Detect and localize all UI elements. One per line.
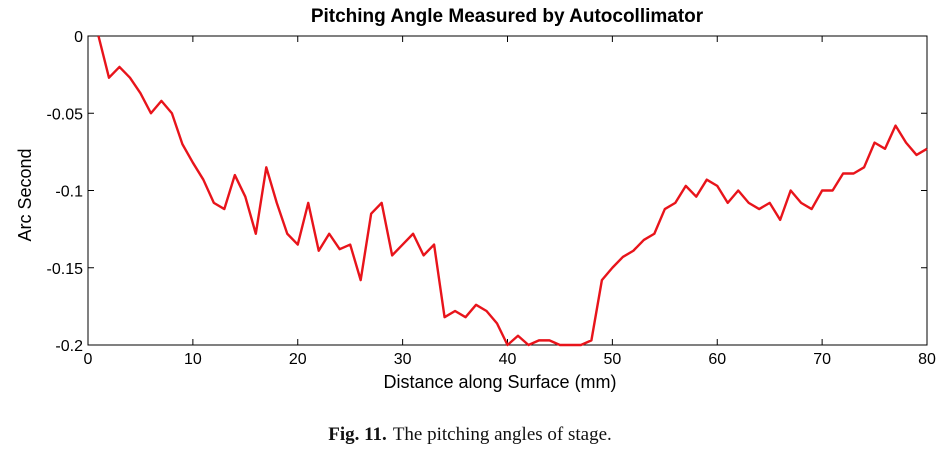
caption-text: The pitching angles of stage. (392, 424, 612, 445)
x-axis-label: Distance along Surface (mm) (383, 372, 616, 392)
figure-caption: Fig. 11. The pitching angles of stage. (0, 424, 940, 446)
y-tick-label: -0.1 (55, 184, 83, 201)
chart: Pitching Angle Measured by Autocollimato… (15, 6, 936, 392)
y-tick-label: -0.2 (55, 338, 83, 355)
y-tick-label: -0.15 (47, 261, 84, 278)
caption-label: Fig. 11. (328, 424, 387, 445)
x-tick-label: 30 (394, 351, 412, 368)
y-tick-label: 0 (74, 29, 83, 46)
x-tick-label: 40 (499, 351, 517, 368)
series-line (97, 35, 928, 347)
x-tick-label: 50 (603, 351, 621, 368)
x-tick-label: 20 (289, 351, 307, 368)
plot-area (87, 35, 928, 346)
x-tick-label: 70 (813, 351, 831, 368)
x-tick-label: 10 (184, 351, 202, 368)
chart-title: Pitching Angle Measured by Autocollimato… (311, 6, 704, 27)
y-axis-ticks: 0 -0.05 -0.1 -0.15 -0.2 (47, 29, 927, 355)
y-tick-label: -0.05 (47, 106, 84, 123)
y-axis-label: Arc Second (15, 148, 35, 241)
x-axis-ticks: 0 10 20 30 40 50 60 70 80 (84, 36, 936, 368)
x-tick-label: 60 (708, 351, 726, 368)
x-tick-label: 0 (84, 351, 93, 368)
x-tick-label: 80 (918, 351, 936, 368)
